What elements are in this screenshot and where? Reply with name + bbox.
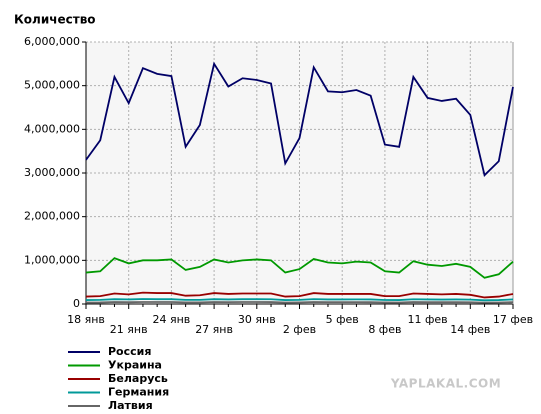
series-line [85, 291, 514, 299]
x-tick-label: 11 фев [408, 313, 448, 326]
watermark: YAPLAKAL.COM [390, 377, 501, 391]
y-tick-label: 3,000,000 [24, 166, 80, 179]
y-tick-label: 5,000,000 [24, 79, 80, 92]
x-tick-label: 14 фев [450, 323, 490, 336]
legend-label: Беларусь [108, 372, 168, 385]
x-tick-label: 30 янв [238, 313, 276, 326]
y-tick-label: 1,000,000 [24, 253, 80, 266]
series-line [85, 61, 514, 177]
y-tick-label: 4,000,000 [24, 122, 80, 135]
chart-title: Количество [14, 13, 96, 27]
legend-label: Германия [108, 386, 169, 399]
legend-label: Латвия [108, 399, 153, 412]
x-tick-label: 8 фев [368, 323, 401, 336]
legend-label: Россия [108, 345, 151, 358]
y-tick-label: 2,000,000 [24, 210, 80, 223]
x-tick-label: 24 янв [153, 313, 191, 326]
x-tick-label: 5 фев [326, 313, 359, 326]
series-line [85, 298, 514, 302]
x-tick-label: 18 янв [67, 313, 105, 326]
x-tick-label: 21 янв [110, 323, 148, 336]
series-line [85, 301, 514, 304]
x-tick-label: 17 фев [493, 313, 533, 326]
legend-label: Украина [108, 359, 162, 372]
series-line [85, 257, 514, 279]
y-tick-label: 6,000,000 [24, 35, 80, 48]
x-tick-label: 2 фев [283, 323, 316, 336]
y-tick-label: 0 [73, 297, 80, 310]
x-tick-label: 27 янв [195, 323, 233, 336]
